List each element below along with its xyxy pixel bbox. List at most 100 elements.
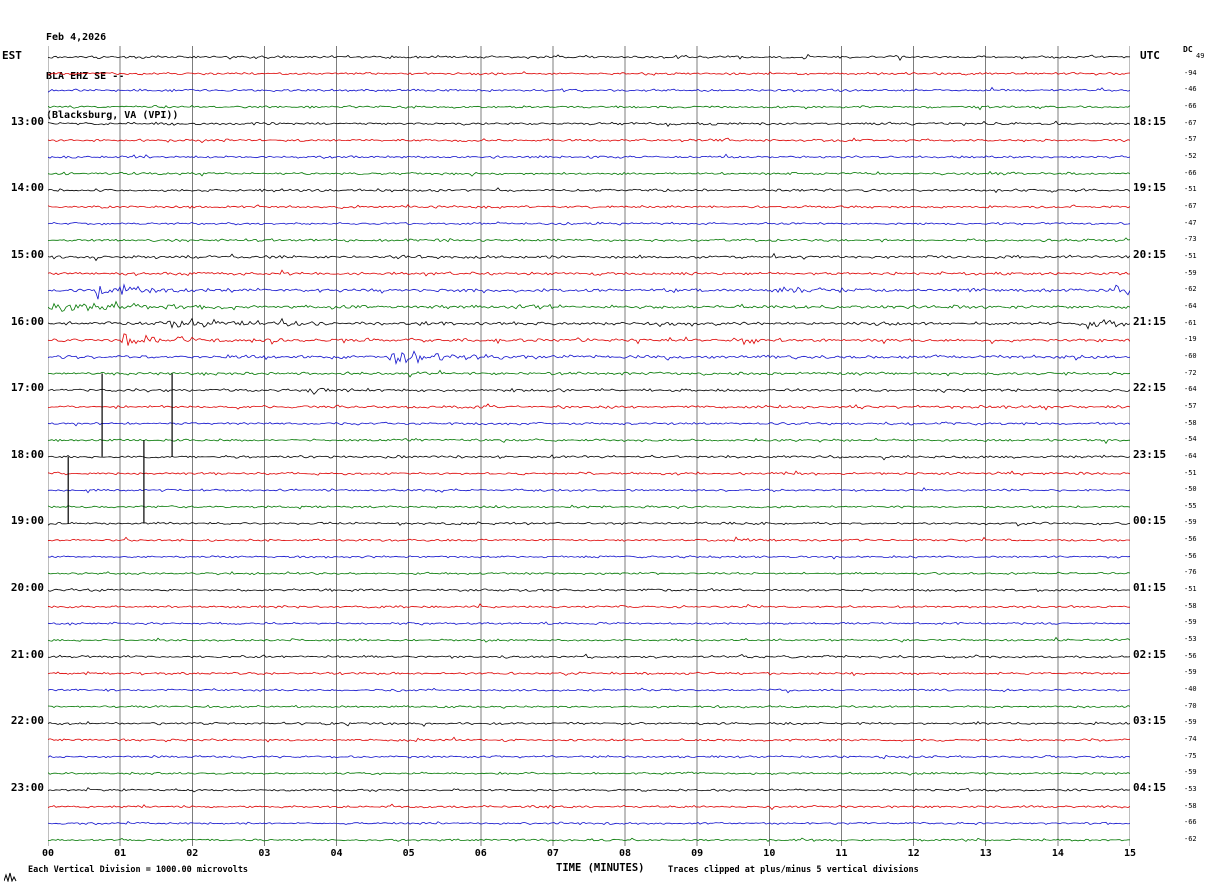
dc-offset-value: -51 [1184,185,1197,194]
left-time-label: 22:00 [10,714,44,728]
dc-offset-value: -61 [1184,318,1197,327]
dc-offset-value: -76 [1184,568,1197,577]
x-tick-label: 15 [1123,848,1137,859]
dc-offset-value: -66 [1184,818,1197,827]
x-tick-label: 13 [979,848,992,859]
dc-offset-value: -59 [1184,668,1197,677]
x-tick-label: 14 [1051,848,1064,859]
left-time-label: 23:00 [10,781,44,795]
right-time-label: 02:15 [1133,647,1167,661]
dc-offset-value: -59 [1184,268,1197,277]
x-tick-label: 12 [907,848,920,859]
dc-offset-value: -74 [1184,735,1197,744]
right-time-label: 01:15 [1133,581,1167,595]
dc-offset-value: -59 [1184,768,1197,777]
dc-offset-value: -54 [1184,435,1197,444]
dc-offset-value: -57 [1184,401,1197,410]
left-time-label: 19:00 [10,514,44,528]
left-time-labels: 13:00 14:00 15:00 16:00 17:00 18:00 19:00 20:00… [0,0,46,886]
dc-offset-value: -72 [1184,368,1197,377]
dc-offset-value: -58 [1184,418,1197,427]
x-tick-label: 07 [546,848,559,859]
dc-column-header: DC [1183,45,1193,54]
seismo-logo-icon [4,872,17,882]
dc-offset-value: -51 [1184,585,1197,594]
dc-offset-value: -53 [1184,785,1197,794]
left-time-label: 20:00 [10,581,44,595]
dc-offset-value: -59 [1184,518,1197,527]
x-tick-label: 02 [186,848,199,859]
dc-offset-value: -64 [1184,301,1197,310]
x-axis-label: TIME (MINUTES) [556,862,645,874]
dc-offset-value: -59 [1184,718,1197,727]
dc-offset-value: -56 [1184,535,1197,544]
left-time-label: 18:00 [10,447,44,461]
dc-offset-value: -55 [1184,501,1197,510]
dc-offset-value: -75 [1184,751,1197,760]
title-location: (Blacksburg, VA (VPI)) [46,110,179,121]
dc-offset-value: -67 [1184,201,1197,210]
dc-offset-value: -62 [1184,285,1197,294]
title-station: BLA EHZ SE -- [46,71,125,82]
dc-offset-value: -56 [1184,551,1197,560]
dc-offset-value: -64 [1184,385,1197,394]
dc-offset-value: -19 [1184,335,1197,344]
title-date: Feb 4,2026 [46,32,107,43]
right-time-label: 00:15 [1133,514,1167,528]
footer-scale-note: Each Vertical Division = 1000.00 microvo… [28,865,249,875]
dc-offset-value: -60 [1184,351,1197,360]
dc-offset-value: -47 [1184,218,1197,227]
right-time-label: 18:15 [1133,114,1167,128]
dc-offset-value: -52 [1184,151,1197,160]
dc-offset-value: -67 [1184,118,1197,127]
footer-clip-note: Traces clipped at plus/minus 5 vertical … [668,865,919,875]
x-tick-label: 10 [763,848,776,859]
x-tick-label: 11 [835,848,848,859]
dc-offset-value: -59 [1184,618,1197,627]
dc-offset-value: -66 [1184,101,1197,110]
left-time-label: 17:00 [10,381,44,395]
right-time-label: 03:15 [1133,714,1167,728]
dc-offset-value: -70 [1184,701,1197,710]
right-time-label: 21:15 [1133,314,1167,328]
x-tick-label: 09 [691,848,704,859]
left-time-label: 13:00 [10,114,44,128]
x-tick-label: 05 [402,848,415,859]
right-time-label: 22:15 [1133,381,1167,395]
left-time-label: 14:00 [10,181,44,195]
dc-offset-value: -58 [1184,801,1197,810]
helicorder-plot [48,46,1130,846]
right-time-label: 20:15 [1133,247,1167,261]
dc-values-column: 49 -94 -46 -66 -67 -57 -52 -66 -51 -67 -47 -73 -51 -5… [1184,0,1210,886]
right-time-labels: 18:15 19:15 20:15 21:15 22:15 23:15 00:15 01:15… [1133,0,1177,886]
dc-offset-value: -62 [1184,835,1197,844]
x-axis-ticks: 00 01 02 03 04 05 06 07 08 09 10 11 12 13 14 15 [0,848,1210,862]
right-time-label: 04:15 [1133,781,1167,795]
dc-offset-value: 49 [1196,52,1205,60]
x-tick-label: 08 [619,848,632,859]
dc-offset-value: -73 [1184,235,1197,244]
left-time-label: 15:00 [10,247,44,261]
x-tick-label: 04 [330,848,343,859]
left-time-label: 21:00 [10,647,44,661]
dc-offset-value: -51 [1184,251,1197,260]
dc-offset-value: -66 [1184,168,1197,177]
dc-offset-value: -46 [1184,85,1197,94]
left-axis-header: EST [2,49,22,62]
title-block: Feb 4,2026 BLA EHZ SE -- (Blacksburg, VA… [46,5,178,148]
dc-offset-value: -94 [1184,68,1197,77]
x-tick-label: 03 [258,848,271,859]
x-tick-label: 00 [41,848,55,859]
dc-offset-value: -40 [1184,685,1197,694]
left-time-label: 16:00 [10,314,44,328]
dc-offset-value: -53 [1184,635,1197,644]
right-time-label: 19:15 [1133,181,1167,195]
dc-offset-value: -50 [1184,485,1197,494]
dc-offset-value: -57 [1184,135,1197,144]
dc-offset-value: -64 [1184,451,1197,460]
dc-offset-value: -58 [1184,601,1197,610]
dc-offset-value: -56 [1184,651,1197,660]
x-tick-label: 01 [114,848,127,859]
right-time-label: 23:15 [1133,447,1167,461]
